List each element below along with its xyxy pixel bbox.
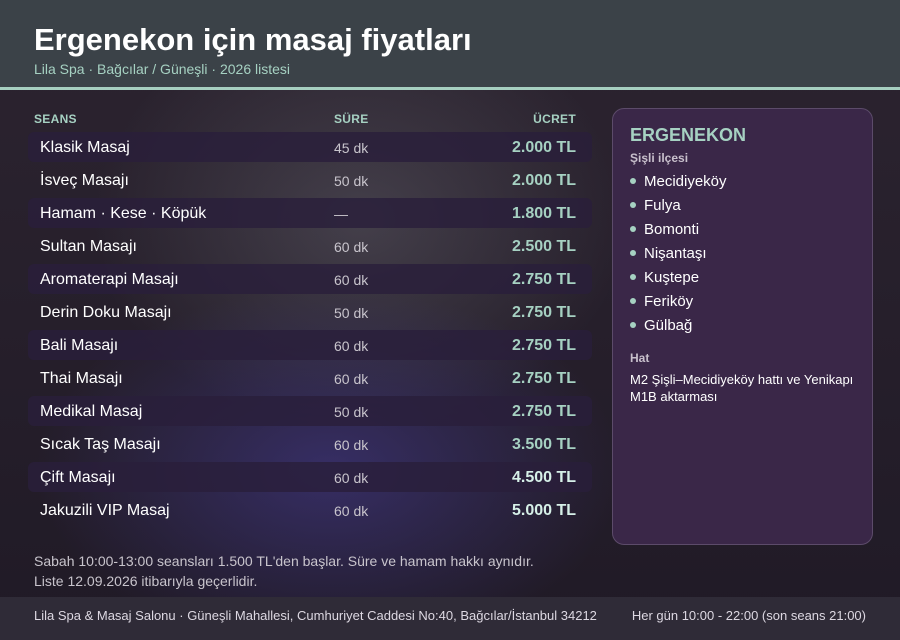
table-row: Thai Masajı 60 dk 2.750 TL xyxy=(28,363,592,393)
row-name: Sıcak Taş Masajı xyxy=(40,436,161,453)
row-name: Derin Doku Masajı xyxy=(40,304,172,321)
neighborhood-name: Kuştepe xyxy=(644,268,700,286)
row-price: 2.750 TL xyxy=(511,403,576,420)
row-duration: 45 dk xyxy=(334,140,369,156)
row-duration: 60 dk xyxy=(334,437,369,453)
neighborhood-list: Mecidiyeköy Fulya Bomonti Nişantaşı Kuşt… xyxy=(630,169,727,337)
row-name: Sultan Masajı xyxy=(40,238,137,255)
neighborhood-name: Nişantaşı xyxy=(644,244,707,262)
row-price: 2.750 TL xyxy=(511,271,576,288)
bullet-icon xyxy=(630,226,636,232)
table-row: Aromaterapi Masajı 60 dk 2.750 TL xyxy=(28,264,592,294)
row-price: 2.000 TL xyxy=(511,172,576,189)
table-row: Hamam · Kese · Köpük — 1.800 TL xyxy=(28,198,592,228)
bullet-icon xyxy=(630,250,636,256)
bullet-icon xyxy=(630,298,636,304)
row-duration: 50 dk xyxy=(334,305,369,321)
row-duration: 60 dk xyxy=(334,470,369,486)
row-name: Hamam · Kese · Köpük xyxy=(40,205,207,222)
page-header: Ergenekon için masaj fiyatları Lila Spa … xyxy=(0,0,900,90)
list-item: Mecidiyeköy xyxy=(630,169,727,193)
column-header-ucret: ÜCRET xyxy=(533,112,576,126)
table-body: Klasik Masaj 45 dk 2.000 TL İsveç Masajı… xyxy=(28,132,592,525)
row-price: 5.000 TL xyxy=(511,502,576,519)
table-row: Sıcak Taş Masajı 60 dk 3.500 TL xyxy=(28,429,592,459)
row-duration: 60 dk xyxy=(334,239,369,255)
list-item: Fulya xyxy=(630,193,727,217)
row-duration: 60 dk xyxy=(334,371,369,387)
transit-line-label: Hat xyxy=(630,351,650,365)
table-row: Derin Doku Masajı 50 dk 2.750 TL xyxy=(28,297,592,327)
row-price: 1.800 TL xyxy=(511,205,576,222)
table-row: Klasik Masaj 45 dk 2.000 TL xyxy=(28,132,592,162)
table-row: İsveç Masajı 50 dk 2.000 TL xyxy=(28,165,592,195)
row-duration: 50 dk xyxy=(334,173,369,189)
table-row: Bali Masajı 60 dk 2.750 TL xyxy=(28,330,592,360)
row-name: İsveç Masajı xyxy=(40,172,129,189)
row-name: Çift Masajı xyxy=(40,469,116,486)
neighborhood-name: Bomonti xyxy=(644,220,700,238)
page-subtitle: Lila Spa · Bağcılar / Güneşli · 2026 lis… xyxy=(34,61,291,77)
row-name: Thai Masajı xyxy=(40,370,123,387)
row-price: 2.750 TL xyxy=(511,304,576,321)
footer-address: Lila Spa & Masaj Salonu · Güneşli Mahall… xyxy=(34,608,597,623)
list-item: Kuştepe xyxy=(630,265,727,289)
page-title: Ergenekon için masaj fiyatları xyxy=(34,22,472,57)
row-duration: 60 dk xyxy=(334,503,369,519)
transit-line-text: M2 Şişli–Mecidiyeköy hattı ve Yenikapı M… xyxy=(630,372,854,404)
bullet-icon xyxy=(630,274,636,280)
price-note: Sabah 10:00-13:00 seansları 1.500 TL'den… xyxy=(34,553,534,569)
price-table: SEANS SÜRE ÜCRET Klasik Masaj 45 dk 2.00… xyxy=(28,110,592,528)
panel-subtitle: Şişli ilçesi xyxy=(630,151,689,165)
row-price: 3.500 TL xyxy=(511,436,576,453)
list-item: Nişantaşı xyxy=(630,241,727,265)
neighborhood-name: Gülbağ xyxy=(644,316,693,334)
row-duration: 60 dk xyxy=(334,338,369,354)
row-name: Aromaterapi Masajı xyxy=(40,271,179,288)
panel-title: ERGENEKON xyxy=(630,125,747,145)
table-row: Çift Masajı 60 dk 4.500 TL xyxy=(28,462,592,492)
district-panel: ERGENEKON Şişli ilçesi Mecidiyeköy Fulya… xyxy=(612,108,873,545)
row-price: 2.750 TL xyxy=(511,337,576,354)
row-price: 4.500 TL xyxy=(511,469,576,486)
row-price: 2.000 TL xyxy=(511,139,576,156)
row-duration: 50 dk xyxy=(334,404,369,420)
row-duration: 60 dk xyxy=(334,272,369,288)
table-row: Jakuzili VIP Masaj 60 dk 5.000 TL xyxy=(28,495,592,525)
bullet-icon xyxy=(630,178,636,184)
list-item: Feriköy xyxy=(630,289,727,313)
row-name: Jakuzili VIP Masaj xyxy=(40,502,170,519)
validity-note: Liste 12.09.2026 itibarıyla geçerlidir. xyxy=(34,573,258,589)
row-name: Medikal Masaj xyxy=(40,403,143,420)
bullet-icon xyxy=(630,322,636,328)
table-header: SEANS SÜRE ÜCRET xyxy=(28,110,592,130)
row-price: 2.500 TL xyxy=(511,238,576,255)
row-price: 2.750 TL xyxy=(511,370,576,387)
column-header-sure: SÜRE xyxy=(334,112,369,126)
bullet-icon xyxy=(630,202,636,208)
neighborhood-name: Feriköy xyxy=(644,292,694,310)
footer-hours: Her gün 10:00 - 22:00 (son seans 21:00) xyxy=(631,608,866,623)
list-item: Bomonti xyxy=(630,217,727,241)
list-item: Gülbağ xyxy=(630,313,727,337)
column-header-seans: SEANS xyxy=(34,112,77,126)
neighborhood-name: Fulya xyxy=(644,196,681,214)
neighborhood-name: Mecidiyeköy xyxy=(644,172,727,190)
row-name: Klasik Masaj xyxy=(40,139,130,156)
page-footer: Lila Spa & Masaj Salonu · Güneşli Mahall… xyxy=(0,597,900,640)
row-name: Bali Masajı xyxy=(40,337,119,354)
table-row: Medikal Masaj 50 dk 2.750 TL xyxy=(28,396,592,426)
row-duration: — xyxy=(334,206,348,222)
table-row: Sultan Masajı 60 dk 2.500 TL xyxy=(28,231,592,261)
